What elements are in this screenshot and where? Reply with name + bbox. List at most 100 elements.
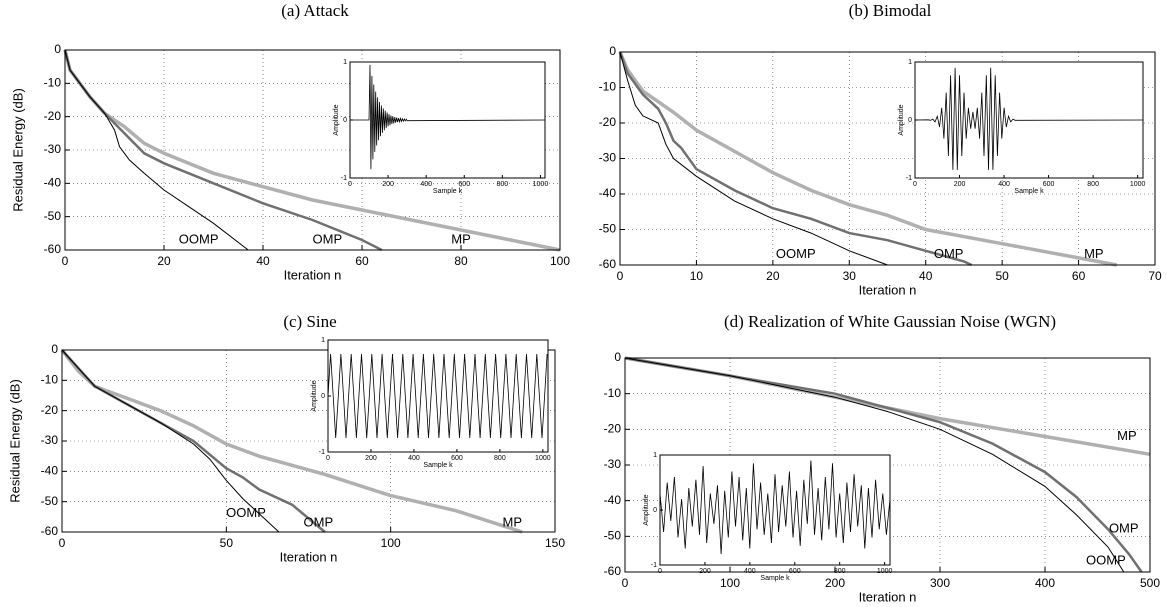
x-axis-label: Sample k: [760, 575, 790, 582]
y-tick-label: -40: [599, 186, 617, 200]
x-tick-label: 600: [789, 568, 801, 575]
inset-frame: [327, 339, 549, 453]
x-tick-label: 800: [494, 455, 506, 462]
x-tick-label: 800: [834, 568, 846, 575]
x-tick-label: 30: [843, 269, 857, 283]
panel-title: (c) Sine: [283, 312, 336, 331]
axes-frame: [64, 49, 561, 251]
series-line: [61, 349, 326, 533]
series-label: OMP: [304, 514, 334, 529]
inset-signal: [659, 460, 891, 555]
y-tick-label: -1: [906, 175, 912, 182]
x-tick-label: 0: [658, 568, 662, 575]
panel-title: (a) Attack: [281, 1, 349, 20]
y-axis-label: Amplitude: [898, 104, 905, 135]
x-tick-label: 10: [690, 269, 704, 283]
x-tick-label: 20: [157, 254, 171, 268]
y-tick-label: -10: [41, 373, 59, 387]
y-tick-label: -10: [604, 386, 622, 400]
x-axis-label: Iteration n: [284, 267, 342, 282]
inset-frame: [349, 61, 546, 179]
y-tick-label: -30: [41, 433, 59, 447]
x-axis-label: Sample k: [1014, 188, 1044, 195]
x-tick-label: 0: [913, 181, 917, 188]
x-tick-label: 200: [825, 576, 845, 590]
x-tick-label: 0: [59, 536, 66, 550]
x-tick-label: 0: [326, 455, 330, 462]
y-tick-label: -10: [44, 76, 62, 90]
y-tick-label: -40: [44, 176, 62, 190]
panel-title: (b) Bimodal: [849, 1, 932, 20]
x-tick-label: 60: [355, 254, 369, 268]
x-tick-label: 0: [622, 576, 629, 590]
y-tick-label: -60: [599, 257, 617, 271]
series-line: [619, 51, 888, 266]
x-tick-label: 100: [720, 576, 740, 590]
y-tick-label: -50: [41, 494, 59, 508]
series-line: [618, 51, 973, 267]
series-line: [64, 49, 249, 251]
x-tick-label: 600: [451, 455, 463, 462]
x-axis-label: Sample k: [423, 462, 453, 469]
y-tick-label: -20: [44, 109, 62, 123]
y-tick-label: -40: [604, 493, 622, 507]
y-axis-label: Residual Energy (dB): [10, 88, 25, 212]
x-tick-label: 800: [1087, 181, 1099, 188]
x-tick-label: 70: [1148, 269, 1162, 283]
x-tick-label: 200: [382, 181, 394, 188]
x-tick-label: 1000: [533, 181, 549, 188]
y-tick-label: -50: [44, 209, 62, 223]
panel: (d) Realization of White Gaussian Noise …: [604, 312, 1161, 605]
inset-background: [660, 455, 890, 565]
y-tick-label: -30: [44, 142, 62, 156]
x-tick-label: 200: [954, 181, 966, 188]
x-tick-label: 500: [1140, 576, 1160, 590]
y-tick-label: -60: [41, 524, 59, 538]
y-tick-label: -1: [319, 449, 325, 456]
y-tick-label: -20: [604, 422, 622, 436]
y-tick-label: 0: [54, 42, 61, 56]
y-axis-label: Amplitude: [643, 494, 650, 525]
x-tick-label: 400: [744, 568, 756, 575]
y-tick-label: 0: [614, 350, 621, 364]
y-tick-label: 1: [321, 337, 325, 344]
x-axis-label: Iteration n: [859, 589, 917, 604]
x-tick-label: 0: [62, 254, 69, 268]
series-label: OMP: [313, 231, 343, 246]
x-tick-label: 20: [766, 269, 780, 283]
x-tick-label: 80: [454, 254, 468, 268]
x-tick-label: 200: [699, 568, 711, 575]
y-axis-label: Amplitude: [311, 380, 318, 411]
x-axis-label: Iteration n: [280, 549, 338, 564]
x-tick-label: 600: [458, 181, 470, 188]
inset-frame: [914, 61, 1144, 179]
y-tick-label: 0: [321, 393, 325, 400]
x-tick-label: 600: [1043, 181, 1055, 188]
x-tick-label: 400: [420, 181, 432, 188]
series-label: OOMP: [179, 231, 219, 246]
x-tick-label: 50: [220, 536, 234, 550]
x-tick-label: 1000: [1130, 181, 1146, 188]
x-tick-label: 40: [919, 269, 933, 283]
x-tick-label: 400: [998, 181, 1010, 188]
y-tick-label: -20: [599, 115, 617, 129]
inset-signal: [350, 64, 546, 170]
y-tick-label: 0: [908, 117, 912, 124]
series-label: OMP: [1109, 521, 1139, 536]
x-axis-label: Iteration n: [859, 282, 917, 297]
x-tick-label: 1000: [877, 568, 893, 575]
x-tick-label: 50: [995, 269, 1009, 283]
series-label: OMP: [934, 246, 964, 261]
series-label: OOMP: [226, 505, 266, 520]
x-tick-label: 800: [497, 181, 509, 188]
x-tick-label: 0: [348, 181, 352, 188]
x-tick-label: 150: [545, 536, 565, 550]
series-label: OOMP: [1086, 553, 1126, 568]
y-tick-label: -60: [44, 242, 62, 256]
inset-signal: [327, 353, 548, 439]
